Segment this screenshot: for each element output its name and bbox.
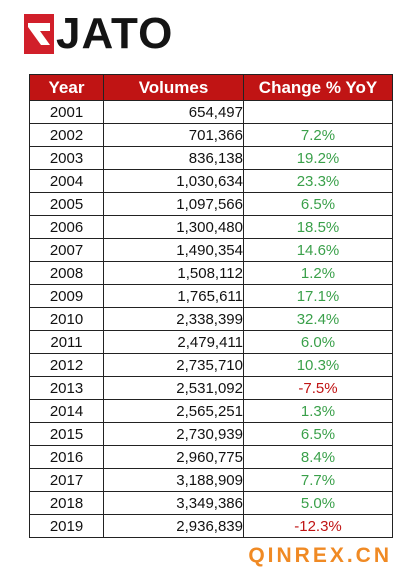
table-row: 2004 1,030,634 23.3% [29, 169, 393, 193]
change-cell: 1.2% [243, 261, 393, 285]
year-cell: 2006 [29, 215, 104, 239]
volume-cell: 1,300,480 [103, 215, 244, 239]
volume-cell: 2,479,411 [103, 330, 244, 354]
year-cell: 2017 [29, 468, 104, 492]
year-cell: 2014 [29, 399, 104, 423]
volume-cell: 2,730,939 [103, 422, 244, 446]
change-cell: 5.0% [243, 491, 393, 515]
year-cell: 2010 [29, 307, 104, 331]
table-row: 2007 1,490,354 14.6% [29, 238, 393, 262]
jato-logo: JATO [24, 12, 173, 56]
volume-cell: 2,960,775 [103, 445, 244, 469]
change-cell: 6.0% [243, 330, 393, 354]
change-cell: 8.4% [243, 445, 393, 469]
column-header-year: Year [29, 74, 104, 101]
year-cell: 2009 [29, 284, 104, 308]
year-cell: 2002 [29, 123, 104, 147]
year-cell: 2001 [29, 100, 104, 124]
table-row: 2006 1,300,480 18.5% [29, 215, 393, 239]
table-row: 2012 2,735,710 10.3% [29, 353, 393, 377]
volume-cell: 2,735,710 [103, 353, 244, 377]
year-cell: 2005 [29, 192, 104, 216]
change-cell: 19.2% [243, 146, 393, 170]
table-row: 2010 2,338,399 32.4% [29, 307, 393, 331]
table-row: 2005 1,097,566 6.5% [29, 192, 393, 216]
table-row: 2011 2,479,411 6.0% [29, 330, 393, 354]
year-cell: 2007 [29, 238, 104, 262]
jato-logo-mark-icon [24, 14, 54, 54]
change-cell: 7.2% [243, 123, 393, 147]
table-row: 2018 3,349,386 5.0% [29, 491, 393, 515]
year-cell: 2013 [29, 376, 104, 400]
column-header-volumes: Volumes [103, 74, 244, 101]
watermark: QINREX.CN [248, 544, 392, 567]
change-cell: -12.3% [243, 514, 393, 538]
table-row: 2002 701,366 7.2% [29, 123, 393, 147]
table-row: 2003 836,138 19.2% [29, 146, 393, 170]
table-row: 2019 2,936,839 -12.3% [29, 514, 393, 538]
volume-cell: 2,531,092 [103, 376, 244, 400]
volume-cell: 3,349,386 [103, 491, 244, 515]
jato-logo-text: JATO [56, 9, 174, 58]
volume-cell: 1,097,566 [103, 192, 244, 216]
volume-cell: 1,490,354 [103, 238, 244, 262]
change-cell: 14.6% [243, 238, 393, 262]
volume-cell: 1,508,112 [103, 261, 244, 285]
table-row: 2017 3,188,909 7.7% [29, 468, 393, 492]
year-cell: 2004 [29, 169, 104, 193]
year-cell: 2003 [29, 146, 104, 170]
sales-volume-table: Year Volumes Change % YoY 2001 654,497 200… [29, 74, 393, 538]
year-cell: 2019 [29, 514, 104, 538]
change-cell [243, 100, 393, 124]
volume-cell: 836,138 [103, 146, 244, 170]
table-row: 2001 654,497 [29, 100, 393, 124]
change-cell: 6.5% [243, 422, 393, 446]
volume-cell: 701,366 [103, 123, 244, 147]
table-row: 2016 2,960,775 8.4% [29, 445, 393, 469]
column-header-change: Change % YoY [243, 74, 393, 101]
volume-cell: 3,188,909 [103, 468, 244, 492]
change-cell: 17.1% [243, 284, 393, 308]
change-cell: 6.5% [243, 192, 393, 216]
year-cell: 2008 [29, 261, 104, 285]
year-cell: 2011 [29, 330, 104, 354]
volume-cell: 2,338,399 [103, 307, 244, 331]
volume-cell: 654,497 [103, 100, 244, 124]
table-row: 2014 2,565,251 1.3% [29, 399, 393, 423]
change-cell: 32.4% [243, 307, 393, 331]
volume-cell: 1,030,634 [103, 169, 244, 193]
change-cell: -7.5% [243, 376, 393, 400]
year-cell: 2018 [29, 491, 104, 515]
change-cell: 23.3% [243, 169, 393, 193]
change-cell: 18.5% [243, 215, 393, 239]
year-cell: 2012 [29, 353, 104, 377]
table-row: 2009 1,765,611 17.1% [29, 284, 393, 308]
change-cell: 10.3% [243, 353, 393, 377]
table-row: 2013 2,531,092 -7.5% [29, 376, 393, 400]
volume-cell: 2,936,839 [103, 514, 244, 538]
table-row: 2008 1,508,112 1.2% [29, 261, 393, 285]
change-cell: 7.7% [243, 468, 393, 492]
table-row: 2015 2,730,939 6.5% [29, 422, 393, 446]
table-header-row: Year Volumes Change % YoY [29, 74, 393, 101]
volume-cell: 2,565,251 [103, 399, 244, 423]
year-cell: 2015 [29, 422, 104, 446]
volume-cell: 1,765,611 [103, 284, 244, 308]
change-cell: 1.3% [243, 399, 393, 423]
year-cell: 2016 [29, 445, 104, 469]
